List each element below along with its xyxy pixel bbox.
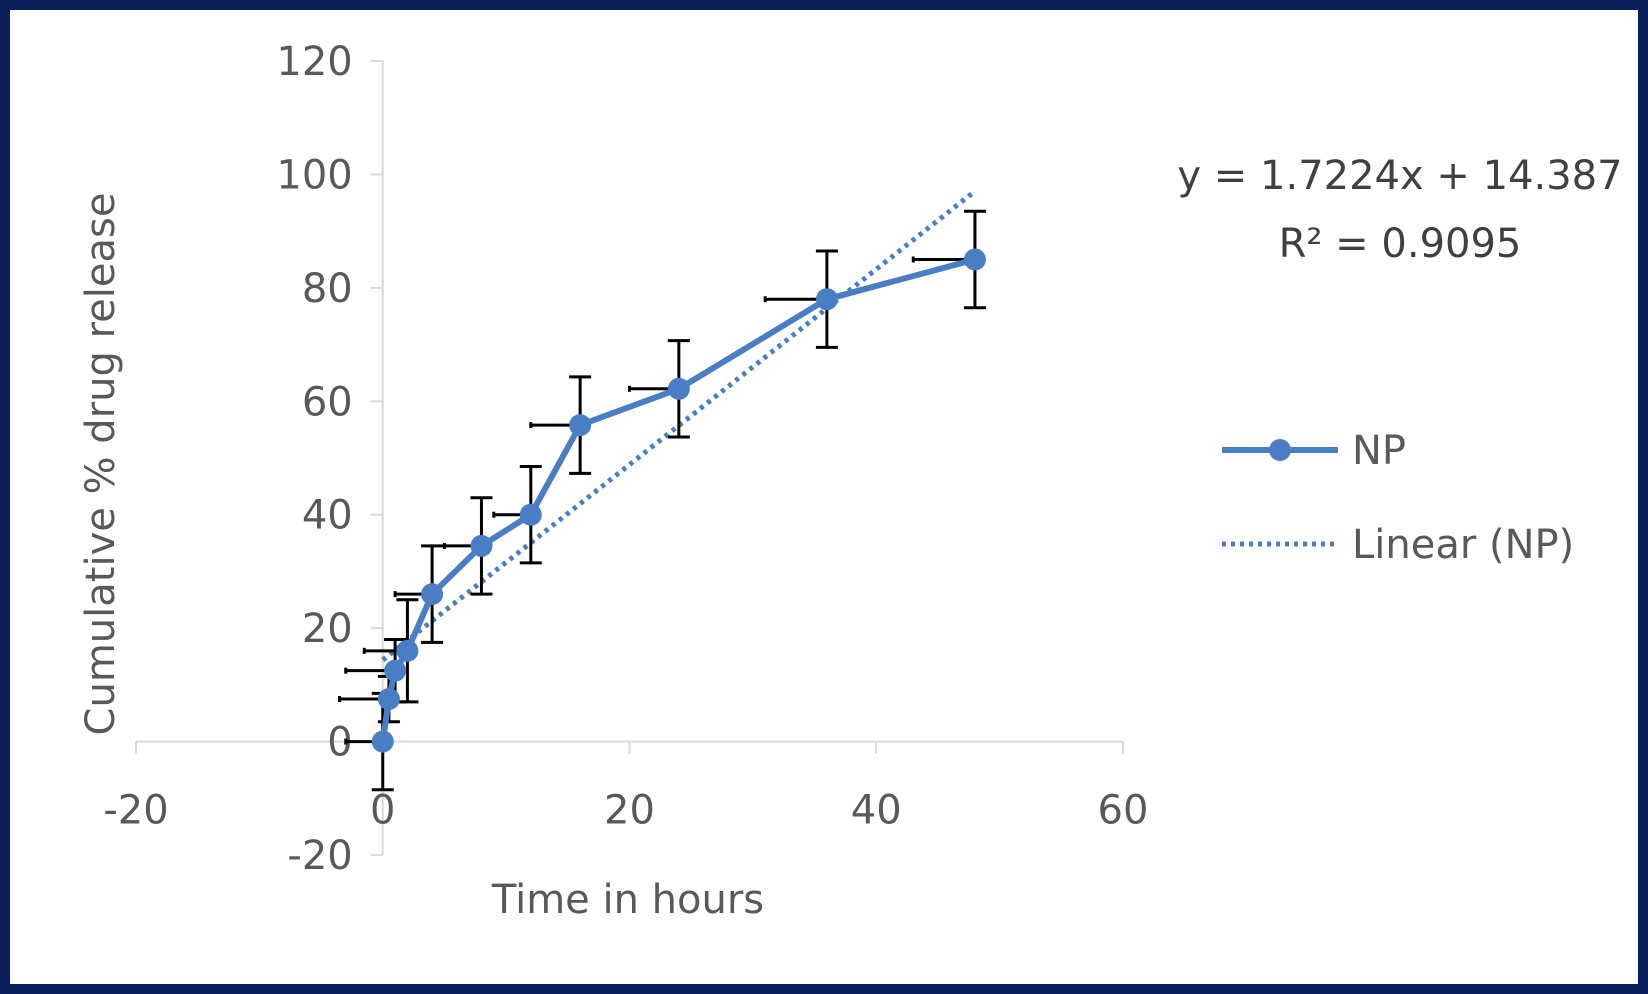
data-point [371,730,394,753]
data-point [421,583,444,606]
y-tick-label: 100 [276,152,352,198]
data-point [377,688,400,711]
data-point [667,377,690,400]
legend-np-label: NP [1352,428,1406,474]
data-point [963,248,986,271]
data-point [396,639,419,662]
x-tick-label: 60 [1098,788,1149,834]
y-tick-label: 40 [302,493,353,539]
data-point [815,288,838,311]
data-point [470,534,493,557]
x-tick-label: -20 [103,788,168,834]
error-bars [338,209,986,792]
series-np-line [379,256,976,743]
y-tick-label: -20 [287,833,352,879]
series [371,248,986,753]
y-tick-label: 20 [302,606,353,652]
x-tick-label: 40 [851,788,902,834]
legend: NP Linear (NP) [1222,428,1574,568]
trendline-equation: y = 1.7224x + 14.387 [1177,153,1622,199]
data-point [519,503,542,526]
y-tick-label: 80 [302,266,353,312]
data-point [569,414,592,437]
x-tick-label: 20 [604,788,655,834]
legend-linear-label: Linear (NP) [1352,522,1574,568]
data-point [384,659,407,682]
x-axis-title: Time in hours [491,877,764,923]
legend-np-marker [1269,439,1291,461]
trendline-r2: R² = 0.9095 [1279,221,1522,267]
y-tick-label: 60 [302,379,353,425]
y-tick-label: 120 [276,39,352,85]
y-axis-title: Cumulative % drug release [78,193,124,736]
x-tick-label: 0 [370,788,395,834]
